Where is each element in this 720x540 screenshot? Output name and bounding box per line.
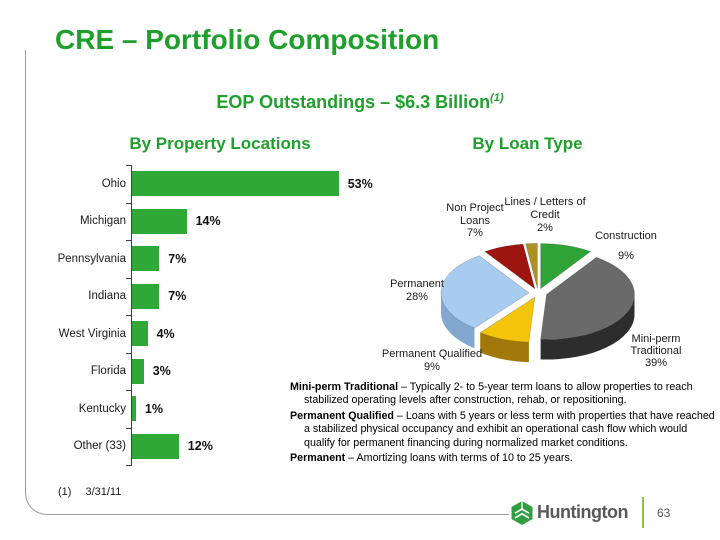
footer-divider [641, 497, 644, 528]
pie-label-line: Loans [460, 214, 490, 227]
bar-category-label: Florida [90, 365, 126, 378]
pie-label-line: 9% [618, 250, 634, 262]
bar-florida [132, 358, 144, 384]
pie-slice-side-permanent-qualified [480, 332, 529, 363]
pie-label-line: Credit [530, 209, 560, 221]
huntington-logo-icon [511, 500, 533, 525]
bar-ohio [132, 171, 339, 197]
pie-slice-construction [540, 243, 592, 290]
pie-label-line: 28% [405, 291, 429, 303]
bar-value-label: 7% [168, 251, 187, 266]
bar-track: 7% [131, 277, 370, 315]
bar-track: 7% [131, 240, 370, 278]
pie-label-line: 9% [424, 361, 440, 373]
footnote-marker: (1) [58, 486, 72, 498]
footer: Huntington 63 [510, 497, 670, 528]
bar-value-label: 1% [144, 401, 163, 416]
bar-row-ohio: Ohio 53% [50, 165, 373, 203]
pie-label-line: 39% [644, 357, 668, 369]
footnote: (1) 3/31/11 [58, 486, 121, 498]
pie-label-lines-letters-of-credit: Lines / Letters of Credit 2% [504, 196, 585, 235]
bar-chart: Ohio 53% Michigan 14% Pennsylvania 7% Indiana 7… [50, 165, 373, 466]
pie-slice-side-mini-perm-traditional [540, 294, 635, 360]
pie-label-line: Construction [595, 230, 657, 242]
pie-chart [440, 243, 635, 363]
pie-slice-lines-letters-of-credit [525, 243, 538, 289]
pie-slice-side-permanent [441, 292, 475, 349]
bar-indiana [132, 283, 160, 309]
bar-row-pennsylvania: Pennsylvania 7% [50, 240, 370, 278]
bar-chart-title: By Property Locations [129, 134, 311, 153]
definition-text: – Loans with 5 years or less term with p… [304, 409, 715, 449]
bar-track: 53% [131, 165, 373, 203]
pie-label-line: 2% [537, 222, 553, 234]
bar-value-label: 7% [168, 289, 187, 304]
definition-text: – Amortizing loans with terms of 10 to 2… [345, 452, 573, 465]
pie-label-line: Mini-perm [631, 333, 681, 345]
footnote-date: 3/31/11 [85, 486, 122, 498]
pie-label-line: 7% [467, 227, 483, 239]
pie-slice-permanent-qualified [479, 296, 536, 343]
footnote-reference: (1) [490, 92, 504, 104]
pie-slice-non-project-loans [484, 243, 536, 290]
bar-category-label: Indiana [88, 290, 126, 303]
definition-mini-perm-traditional: Mini-perm Traditional – Typically 2- to … [290, 381, 718, 408]
pie-label-line: Lines / Letters of [504, 196, 586, 208]
pie-label-line: Non Project [446, 202, 504, 214]
bar-row-indiana: Indiana 7% [50, 277, 370, 315]
bar-kentucky [132, 396, 136, 422]
pie-label-construction: Construction 9% [595, 226, 657, 266]
subtitle: EOP Outstandings – $6.3 Billion(1) [0, 92, 720, 113]
pie-chart-title: By Loan Type [472, 134, 583, 153]
bar-value-label: 12% [187, 439, 213, 454]
definition-text: – Typically 2- to 5-year term loans to a… [304, 381, 693, 407]
bar-track: 1% [131, 390, 370, 428]
bar-value-label: 53% [347, 176, 373, 191]
pie-label-mini-perm-traditional: Mini-perm Traditional 39% [631, 333, 682, 369]
bar-track: 12% [131, 427, 370, 465]
pie-label-permanent: Permanent 28% [390, 278, 444, 304]
bar-value-label: 4% [156, 326, 175, 341]
content-frame [25, 50, 509, 515]
bar-value-label: 14% [195, 214, 221, 229]
brand-name: Huntington [537, 502, 628, 522]
definition-permanent-qualified: Permanent Qualified – Loans with 5 years… [290, 410, 718, 450]
bar-category-label: West Virginia [58, 327, 126, 340]
bar-row-other-33: Other (33) 12% [50, 427, 370, 465]
bar-category-label: Other (33) [73, 440, 126, 453]
definition-permanent: Permanent – Amortizing loans with terms … [290, 452, 718, 465]
pie-label-line: Traditional [630, 345, 682, 357]
definition-term: Permanent Qualified [290, 409, 394, 422]
bar-row-kentucky: Kentucky 1% [50, 390, 370, 428]
bar-west-virginia [132, 321, 148, 347]
bar-category-label: Pennsylvania [57, 252, 126, 265]
bar-category-label: Kentucky [78, 402, 126, 415]
definition-term: Mini-perm Traditional [290, 381, 399, 393]
loan-type-definitions: Mini-perm Traditional – Typically 2- to … [290, 381, 718, 468]
bar-track: 14% [131, 202, 370, 240]
page-number: 63 [656, 505, 671, 520]
bar-track: 3% [131, 352, 370, 390]
pie-label-non-project-loans: Non Project Loans 7% [446, 202, 503, 240]
bar-value-label: 3% [152, 364, 171, 379]
pie-label-permanent-qualified: Permanent Qualified 9% [382, 348, 482, 374]
slide-title: CRE – Portfolio Composition [55, 24, 440, 55]
pie-slice-mini-perm-traditional [540, 257, 635, 340]
bar-category-label: Michigan [79, 215, 126, 228]
definition-term: Permanent [290, 452, 346, 465]
bar-track: 4% [131, 315, 370, 353]
subtitle-text: EOP Outstandings – $6.3 Billion [216, 92, 491, 112]
bar-row-west-virginia: West Virginia 4% [50, 315, 370, 353]
bar-pennsylvania [132, 246, 160, 272]
bar-row-florida: Florida 3% [50, 352, 370, 390]
bar-other-33 [132, 433, 179, 459]
bar-category-label: Ohio [101, 177, 126, 190]
pie-label-line: Permanent [390, 278, 444, 290]
bar-row-michigan: Michigan 14% [50, 202, 370, 240]
pie-label-line: Permanent Qualified [381, 348, 483, 360]
bar-michigan [132, 208, 187, 234]
pie-slice-permanent [440, 255, 530, 329]
